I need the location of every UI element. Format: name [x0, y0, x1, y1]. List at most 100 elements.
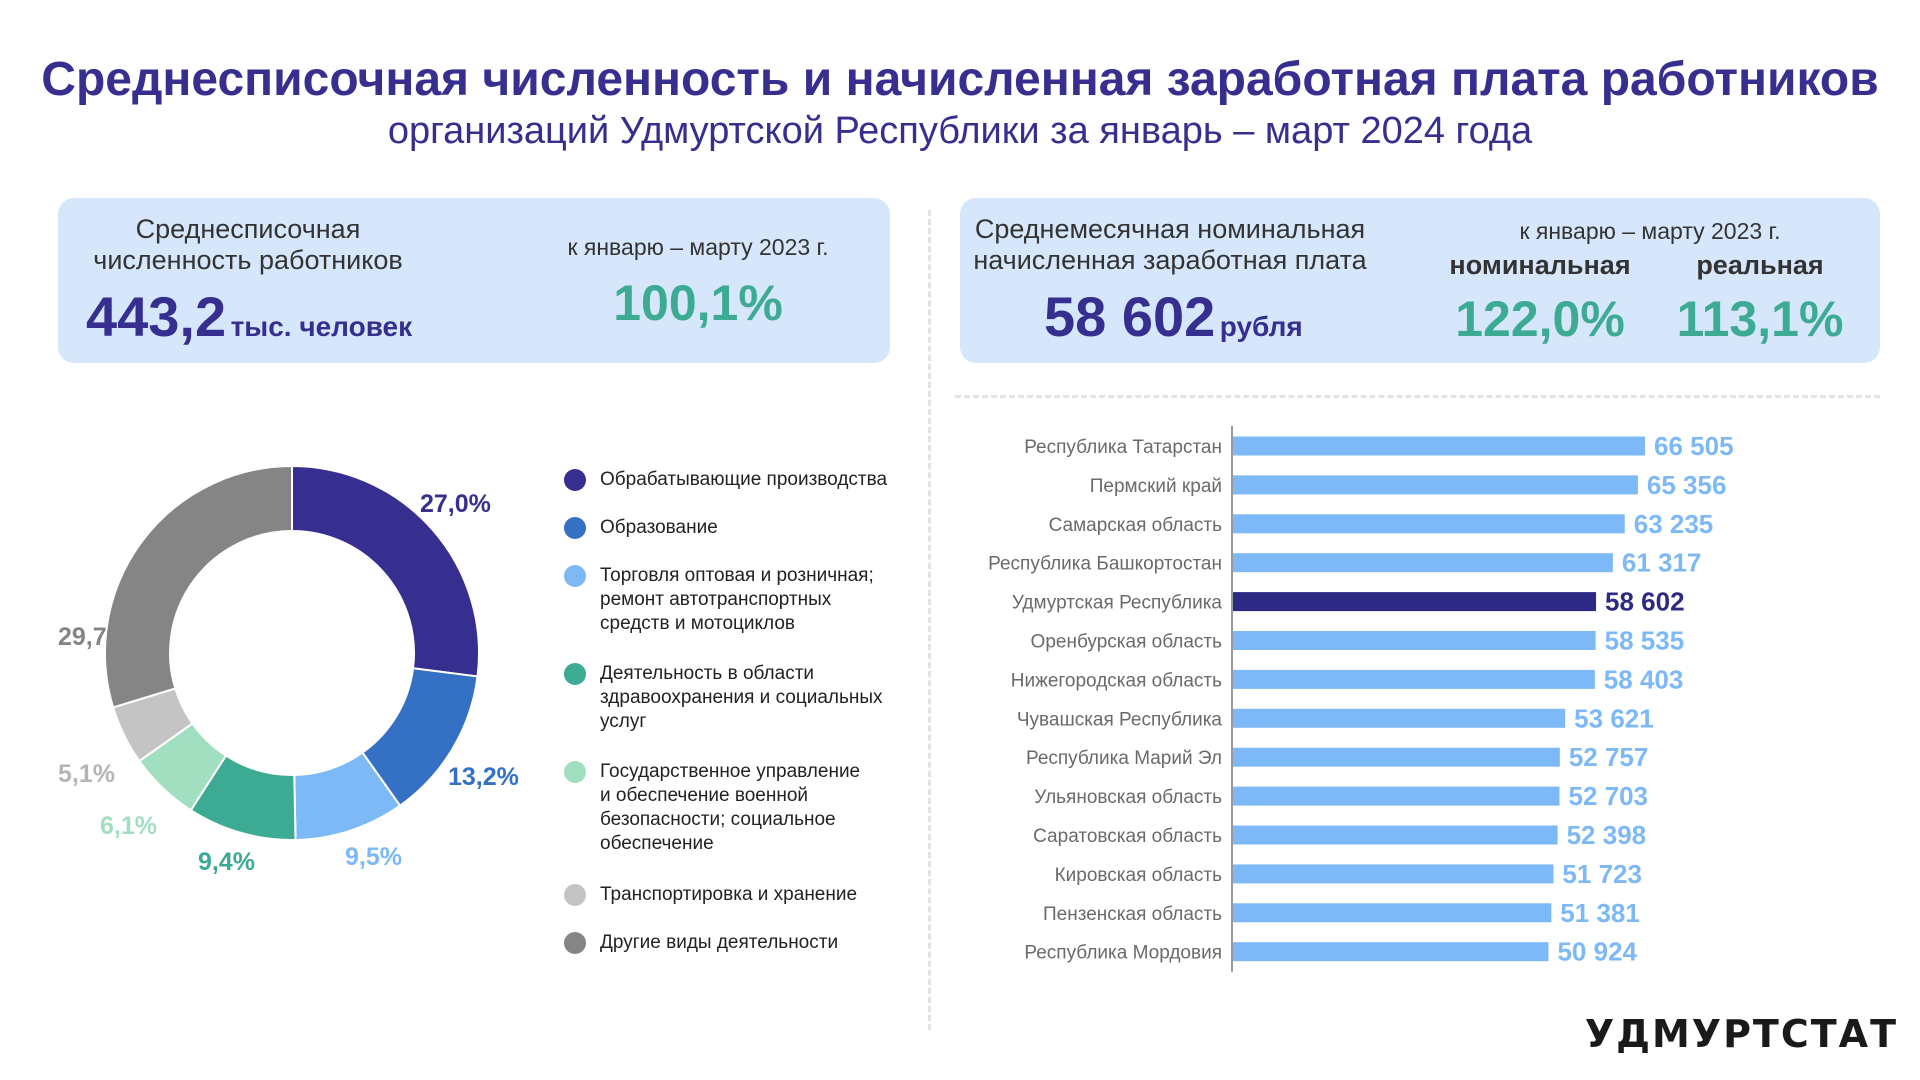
salary-caption-line2: начисленная заработная плата	[973, 245, 1367, 275]
legend-swatch	[564, 469, 586, 491]
legend-label-line: здравоохранения и социальных	[600, 687, 883, 708]
legend-label-line: Обрабатывающие производства	[600, 469, 888, 490]
bar	[1233, 553, 1613, 573]
donut-slice	[291, 464, 480, 678]
legend-label-line: безопасности; социальное	[600, 809, 836, 830]
donut-slice-label: 9,5%	[345, 843, 402, 871]
bar-value-label: 52 757	[1569, 742, 1649, 772]
page-subtitle: организаций Удмуртской Республики за янв…	[387, 110, 1533, 152]
legend-swatch	[564, 565, 586, 587]
bar	[1233, 436, 1645, 456]
donut-slice-label: 9,4%	[198, 848, 255, 876]
bar-category-label: Удмуртская Республика	[1012, 593, 1223, 614]
bar-category-label: Пермский край	[1090, 476, 1222, 497]
bar	[1233, 708, 1566, 728]
bar-value-label: 61 317	[1622, 548, 1702, 578]
donut-slice-label: 6,1%	[100, 812, 157, 840]
bar-value-label: 50 924	[1557, 937, 1637, 967]
bar	[1233, 747, 1560, 767]
employees-value-row: 443,2 тыс. человек	[86, 284, 412, 349]
legend-label-line: Другие виды деятельности	[600, 932, 839, 953]
bar-value-label: 63 235	[1634, 509, 1714, 539]
employees-compare-caption: к январю – марту 2023 г.	[567, 234, 829, 260]
bar-category-label: Саратовская область	[1033, 826, 1222, 847]
legend-label-line: Транспортировка и хранение	[600, 884, 858, 905]
bar	[1233, 786, 1560, 806]
bar	[1233, 631, 1596, 650]
legend-label-line: ремонт автотранспортных	[600, 589, 832, 610]
legend-label-line: Образование	[600, 517, 718, 538]
bar-value-label: 58 535	[1605, 626, 1685, 656]
nominal-value: 122,0%	[1455, 291, 1625, 347]
bar-value-label: 65 356	[1647, 470, 1727, 500]
real-label: реальная	[1696, 250, 1824, 280]
page-title: Среднесписочная численность и начисленна…	[41, 53, 1879, 106]
employees-caption: Среднесписочная численность работников	[88, 214, 408, 276]
legend-label-line: услуг	[600, 711, 647, 732]
bar-category-label: Республика Мордовия	[1024, 943, 1222, 964]
bar-category-label: Кировская область	[1055, 865, 1223, 886]
legend-label: Торговля оптовая и розничная; ремонт авто…	[600, 564, 930, 636]
employees-card: Среднесписочная численность работников 4…	[58, 198, 890, 363]
bar-category-label: Республика Башкортостан	[988, 554, 1222, 575]
bar-value-label: 51 381	[1560, 898, 1640, 928]
donut-chart-area: 27,0% 13,2% 9,5% 9,4% 6,1% 5,1% 29,7% Обрабаты…	[0, 440, 940, 1000]
bar	[1233, 942, 1549, 962]
bar	[1233, 592, 1597, 612]
legend-label-line: Торговля оптовая и розничная;	[600, 565, 874, 586]
salary-card: Среднемесячная номинальная начисленная з…	[960, 198, 1880, 363]
legend-label-line: средств и мотоциклов	[600, 613, 796, 634]
legend-label-line: Государственное управление	[600, 761, 861, 782]
real-value: 113,1%	[1676, 291, 1844, 347]
bar-category-label: Оренбурская область	[1031, 632, 1223, 653]
legend-swatch	[564, 761, 586, 783]
bar	[1233, 864, 1554, 884]
horizontal-divider	[955, 395, 1880, 398]
legend-swatch	[564, 517, 586, 539]
bar-value-label: 58 602	[1605, 587, 1685, 617]
udmurtstat-logo: УДМУРТСТАТ	[1584, 1012, 1898, 1056]
bar-category-label: Нижегородская область	[1011, 670, 1222, 691]
legend-label: Обрабатывающие производства	[600, 468, 930, 492]
legend-swatch	[564, 932, 586, 954]
salary-value: 58 602	[1044, 285, 1216, 348]
employees-compare-value: 100,1%	[613, 275, 783, 331]
bar-value-label: 52 398	[1567, 820, 1647, 850]
legend-label-line: обеспечение	[600, 833, 714, 854]
legend-label-line: и обеспечение военной	[600, 785, 809, 806]
bar	[1233, 514, 1625, 534]
salary-unit: рубля	[1219, 311, 1303, 342]
legend-swatch	[564, 663, 586, 685]
bar-value-label: 52 703	[1568, 781, 1648, 811]
legend-label: Другие виды деятельности	[600, 931, 930, 955]
legend-label-line: Деятельность в области	[600, 663, 815, 684]
donut-slice-label: 5,1%	[58, 760, 115, 788]
bar-value-label: 53 621	[1574, 703, 1654, 733]
bar-value-label: 66 505	[1654, 431, 1734, 461]
vertical-divider	[928, 210, 931, 1030]
legend-label: Государственное управление и обеспечение …	[600, 760, 930, 856]
employees-caption-line1: Среднесписочная	[135, 214, 361, 244]
salary-caption-line1: Среднемесячная номинальная	[974, 214, 1366, 244]
legend-swatch	[564, 884, 586, 906]
donut-chart	[104, 464, 480, 841]
bar	[1233, 669, 1595, 689]
employees-unit: тыс. человек	[230, 311, 413, 342]
bar-category-label: Чувашская Республика	[1017, 709, 1223, 730]
employees-value: 443,2	[86, 285, 227, 348]
bar	[1233, 825, 1558, 845]
legend-label: Транспортировка и хранение	[600, 883, 930, 907]
employees-caption-line2: численность работников	[93, 245, 403, 275]
bar-category-label: Республика Татарстан	[1024, 437, 1222, 458]
bar-category-label: Пензенская область	[1043, 904, 1222, 925]
donut-slice-label: 27,0%	[420, 490, 491, 518]
salary-compare-caption: к январю – марту 2023 г.	[1519, 218, 1781, 244]
donut-slice-label: 13,2%	[448, 763, 519, 791]
legend-label: Деятельность в области здравоохранения и …	[600, 662, 930, 734]
salary-caption: Среднемесячная номинальная начисленная з…	[970, 214, 1370, 276]
bar-value-label: 58 403	[1604, 664, 1684, 694]
bar	[1233, 475, 1638, 495]
bar-category-label: Самарская область	[1049, 515, 1223, 536]
bar-value-label: 51 723	[1562, 859, 1642, 889]
salary-value-row: 58 602 рубля	[1044, 284, 1303, 349]
